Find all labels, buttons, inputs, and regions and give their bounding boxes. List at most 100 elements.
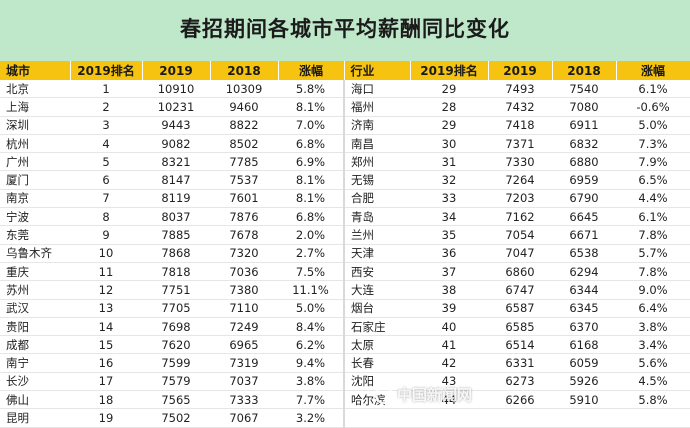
right-cell: 大连 — [343, 280, 410, 300]
left-cell: 9.4% — [278, 353, 344, 373]
right-cell: 7.8% — [616, 225, 690, 245]
left-cell: 7037 — [210, 372, 278, 392]
right-cell: 28 — [410, 97, 488, 117]
right-cell: 青岛 — [343, 207, 410, 227]
table-row: 深圳 3 9443 8822 7.0% 济南 29 7418 6911 5.0% — [0, 116, 690, 135]
left-cell: 7868 — [142, 244, 210, 263]
right-cell: 38 — [410, 280, 488, 300]
right-cell: 6331 — [488, 353, 552, 373]
left-cell: 8147 — [142, 170, 210, 190]
left-cell: 7579 — [142, 372, 210, 392]
table-row: 厦门 6 8147 7537 8.1% 无锡 32 7264 6959 6.5% — [0, 170, 690, 190]
right-cell: 6.5% — [616, 170, 690, 190]
header-2019: 2019 — [142, 61, 211, 80]
right-cell: 35 — [410, 225, 488, 245]
right-cell: 7162 — [488, 207, 552, 227]
title-bar: 春招期间各城市平均薪酬同比变化 — [0, 0, 690, 56]
left-cell: 8 — [70, 207, 142, 227]
table-row: 贵阳 14 7698 7249 8.4% 石家庄 40 6585 6370 3.8% — [0, 317, 690, 337]
right-cell: 7054 — [488, 225, 552, 245]
left-cell: 7751 — [142, 280, 210, 300]
left-cell: 7876 — [210, 207, 278, 227]
right-cell: 7371 — [488, 134, 552, 154]
left-cell: 南京 — [0, 189, 70, 209]
left-cell: 7110 — [210, 299, 278, 318]
right-cell: 40 — [410, 317, 488, 337]
right-cell: 济南 — [343, 116, 410, 135]
right-cell: 30 — [410, 134, 488, 154]
right-cell: 6168 — [552, 335, 616, 355]
weibo-logo-icon — [374, 385, 393, 404]
left-cell: 重庆 — [0, 262, 70, 282]
table-row: 南京 7 8119 7601 8.1% 合肥 33 7203 6790 4.4% — [0, 189, 690, 209]
right-cell: 兰州 — [343, 225, 410, 245]
left-cell: 7067 — [210, 408, 278, 428]
left-cell: 6965 — [210, 335, 278, 355]
right-cell: 6959 — [552, 170, 616, 190]
right-cell: 6266 — [488, 390, 552, 410]
left-cell: 10309 — [210, 80, 278, 99]
right-cell: 7047 — [488, 244, 552, 263]
right-cell: 5926 — [552, 372, 616, 392]
left-cell: 5.0% — [278, 299, 344, 318]
left-cell: 8.1% — [278, 189, 344, 209]
right-cell: 无锡 — [343, 170, 410, 190]
left-cell: 7678 — [210, 225, 278, 245]
right-cell: 6514 — [488, 335, 552, 355]
right-cell: 7.8% — [616, 262, 690, 282]
salary-table: 城市 2019排名 2019 2018 涨幅 行业 2019排名 2019 20… — [0, 61, 690, 428]
left-cell: 2.0% — [278, 225, 344, 245]
right-cell: 7330 — [488, 152, 552, 172]
right-cell: 郑州 — [343, 152, 410, 172]
left-cell: 7.7% — [278, 390, 344, 410]
left-cell: 14 — [70, 317, 142, 337]
right-cell: 6294 — [552, 262, 616, 282]
right-cell: 5.6% — [616, 353, 690, 373]
left-cell: 9460 — [210, 97, 278, 117]
right-cell: 37 — [410, 262, 488, 282]
right-cell — [616, 408, 690, 428]
right-cell: 7264 — [488, 170, 552, 190]
right-cell: 42 — [410, 353, 488, 373]
header-rank-2019: 2019排名 — [70, 61, 143, 80]
table-row: 杭州 4 9082 8502 6.8% 南昌 30 7371 6832 7.3% — [0, 134, 690, 154]
right-cell: 长春 — [343, 353, 410, 373]
right-cell: 3.8% — [616, 317, 690, 337]
right-cell: 31 — [410, 152, 488, 172]
right-cell: 6370 — [552, 317, 616, 337]
left-cell: 7620 — [142, 335, 210, 355]
right-cell: 6.4% — [616, 299, 690, 318]
right-cell: 33 — [410, 189, 488, 209]
right-cell: 41 — [410, 335, 488, 355]
table-row: 苏州 12 7751 7380 11.1% 大连 38 6747 6344 9.0% — [0, 280, 690, 300]
right-cell: 福州 — [343, 97, 410, 117]
left-cell: 上海 — [0, 97, 70, 117]
right-cell: 6880 — [552, 152, 616, 172]
right-cell: 6790 — [552, 189, 616, 209]
left-cell: 9 — [70, 225, 142, 245]
table-row: 昆明 19 7502 7067 3.2% — [0, 408, 690, 428]
right-cell: 43 — [410, 372, 488, 392]
right-cell: 7.3% — [616, 134, 690, 154]
left-cell: 佛山 — [0, 390, 70, 410]
right-cell: 7.9% — [616, 152, 690, 172]
right-cell: 29 — [410, 116, 488, 135]
left-cell: 8037 — [142, 207, 210, 227]
left-cell: 乌鲁木齐 — [0, 244, 70, 263]
left-cell: 5.8% — [278, 80, 344, 99]
left-cell: 9443 — [142, 116, 210, 135]
right-cell: 6344 — [552, 280, 616, 300]
left-cell: 7537 — [210, 170, 278, 190]
left-cell: 7885 — [142, 225, 210, 245]
right-cell: 7540 — [552, 80, 616, 99]
right-cell: 5.7% — [616, 244, 690, 263]
left-cell: 2 — [70, 97, 142, 117]
left-cell: 8822 — [210, 116, 278, 135]
left-cell: 3.8% — [278, 372, 344, 392]
left-cell: 13 — [70, 299, 142, 318]
left-cell: 7.0% — [278, 116, 344, 135]
left-cell: 6.9% — [278, 152, 344, 172]
salary-table-container: 城市 2019排名 2019 2018 涨幅 行业 2019排名 2019 20… — [0, 61, 690, 428]
left-cell: 8.1% — [278, 97, 344, 117]
left-cell: 8.4% — [278, 317, 344, 337]
